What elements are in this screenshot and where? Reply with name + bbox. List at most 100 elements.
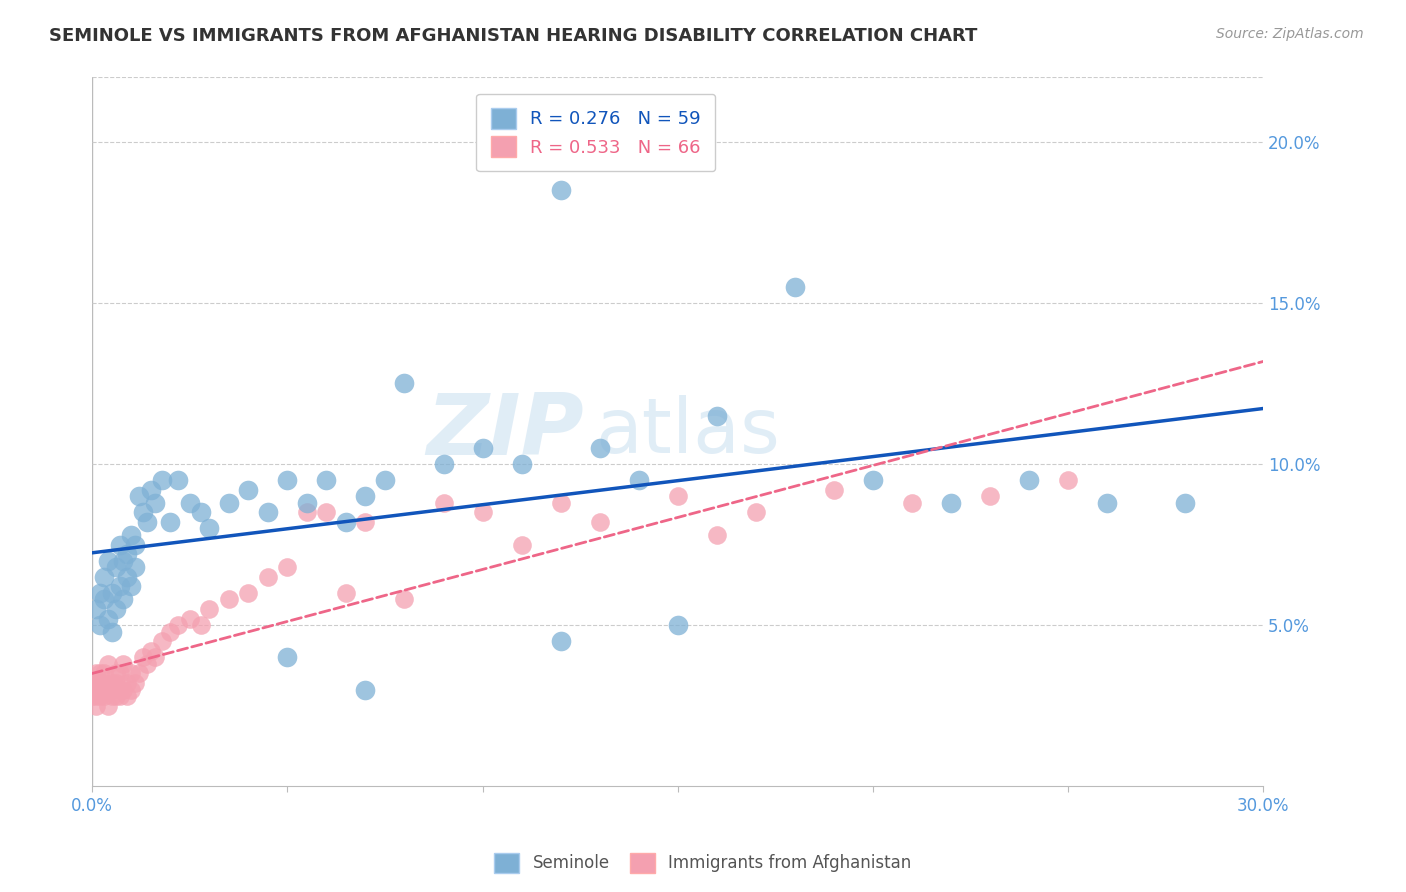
Point [132,505,155,519]
Point [104,666,127,681]
Point [97,554,120,568]
Point [93,592,115,607]
Point [218,496,240,510]
Legend: Seminole, Immigrants from Afghanistan: Seminole, Immigrants from Afghanistan [488,847,918,880]
Point [135,515,157,529]
Point [783,280,806,294]
Point [432,457,454,471]
Point [276,650,298,665]
Point [97,657,120,671]
Point [315,473,337,487]
Point [84,666,107,681]
Point [276,473,298,487]
Point [93,666,115,681]
Point [295,505,318,519]
Point [190,618,212,632]
Point [471,505,494,519]
Point [82,689,104,703]
Point [939,496,962,510]
Point [128,666,150,681]
Point [93,689,115,703]
Point [1095,496,1118,510]
Point [124,676,146,690]
Point [124,537,146,551]
Legend: R = 0.276   N = 59, R = 0.533   N = 66: R = 0.276 N = 59, R = 0.533 N = 66 [477,94,716,171]
Point [93,676,115,690]
Point [120,666,142,681]
Point [152,473,174,487]
Point [510,457,533,471]
Point [167,618,190,632]
Point [89,676,111,690]
Point [112,682,135,697]
Point [104,602,127,616]
Text: Source: ZipAtlas.com: Source: ZipAtlas.com [1216,27,1364,41]
Point [218,592,240,607]
Point [89,586,111,600]
Point [394,592,416,607]
Point [198,521,221,535]
Point [89,682,111,697]
Point [82,676,104,690]
Point [354,489,377,503]
Point [143,650,166,665]
Point [100,682,122,697]
Point [432,496,454,510]
Text: SEMINOLE VS IMMIGRANTS FROM AFGHANISTAN HEARING DISABILITY CORRELATION CHART: SEMINOLE VS IMMIGRANTS FROM AFGHANISTAN … [49,27,977,45]
Point [135,657,157,671]
Point [100,689,122,703]
Point [1018,473,1040,487]
Point [89,689,111,703]
Point [104,676,127,690]
Point [394,376,416,391]
Point [1174,496,1197,510]
Point [179,612,201,626]
Point [276,560,298,574]
Point [706,409,728,423]
Point [108,666,131,681]
Point [104,560,127,574]
Point [979,489,1001,503]
Point [139,644,162,658]
Point [117,547,139,561]
Point [89,618,111,632]
Point [238,483,260,497]
Point [108,689,131,703]
Point [471,441,494,455]
Point [104,689,127,703]
Point [120,682,142,697]
Point [901,496,924,510]
Point [93,570,115,584]
Point [84,689,107,703]
Point [159,515,181,529]
Point [108,682,131,697]
Point [97,682,120,697]
Point [84,682,107,697]
Point [589,441,612,455]
Point [139,483,162,497]
Point [257,505,280,519]
Text: atlas: atlas [596,395,780,469]
Point [100,586,122,600]
Point [117,676,139,690]
Point [823,483,845,497]
Point [589,515,612,529]
Point [97,612,120,626]
Point [179,496,201,510]
Point [100,624,122,639]
Point [706,528,728,542]
Point [666,489,689,503]
Point [1057,473,1080,487]
Point [128,489,150,503]
Point [152,634,174,648]
Point [190,505,212,519]
Point [117,689,139,703]
Point [167,473,190,487]
Point [627,473,650,487]
Point [112,554,135,568]
Point [198,602,221,616]
Point [117,570,139,584]
Point [82,682,104,697]
Point [335,586,357,600]
Point [550,496,572,510]
